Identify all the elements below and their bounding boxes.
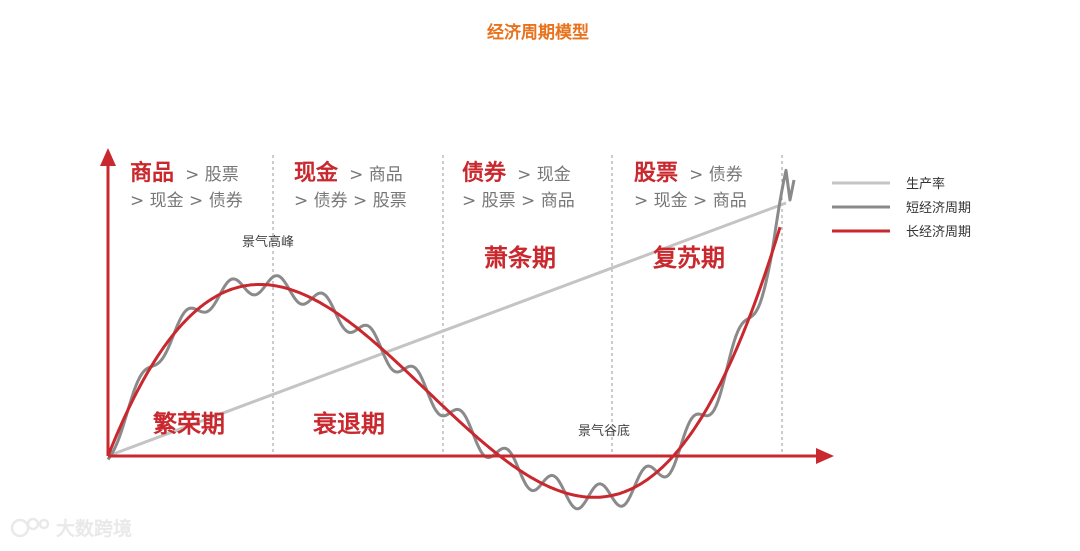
legend: 生产率 短经济周期 长经济周期 bbox=[832, 176, 971, 240]
logo-icon bbox=[10, 517, 50, 538]
short-cycle-line bbox=[106, 168, 796, 511]
phase-name: 繁荣期 bbox=[153, 410, 225, 438]
watermark-text: 大数跨境 bbox=[56, 517, 132, 540]
svg-text:现金 > 商品: 现金 > 商品 bbox=[294, 160, 403, 186]
phase-sub-order: > 股票 > 商品 bbox=[462, 191, 575, 211]
phase-recovery: 股票 > 债券 > 现金 > 商品 复苏期 bbox=[634, 161, 747, 272]
phase-name: 萧条期 bbox=[484, 244, 556, 272]
productivity-line bbox=[107, 201, 787, 458]
phase-top-rest: > 债券 bbox=[689, 165, 743, 185]
phase-top-asset: 现金 bbox=[294, 160, 339, 186]
phase-prosperity: 商品 > 股票 > 现金 > 债券 繁荣期 bbox=[130, 160, 243, 438]
phase-top-rest: > 股票 bbox=[185, 165, 239, 185]
trough-label: 景气谷底 bbox=[578, 423, 630, 439]
phase-sub-order: > 债券 > 股票 bbox=[294, 191, 407, 211]
svg-text:商品 > 股票: 商品 > 股票 bbox=[130, 160, 239, 186]
legend-item-short-cycle: 短经济周期 bbox=[832, 201, 971, 216]
peak-label: 景气高峰 bbox=[242, 234, 294, 250]
legend-label: 短经济周期 bbox=[906, 201, 971, 216]
legend-label: 长经济周期 bbox=[906, 225, 971, 240]
axes bbox=[100, 148, 834, 464]
phase-top-asset: 商品 bbox=[130, 160, 174, 186]
phase-top-rest: > 商品 bbox=[349, 165, 403, 185]
phase-sub-order: > 现金 > 商品 bbox=[634, 191, 747, 211]
legend-label: 生产率 bbox=[906, 176, 945, 192]
legend-item-long-cycle: 长经济周期 bbox=[832, 225, 971, 240]
svg-text:股票 > 债券: 股票 > 债券 bbox=[634, 161, 743, 186]
phase-top-asset: 债券 bbox=[462, 160, 507, 186]
watermark: 大数跨境 bbox=[10, 517, 132, 540]
long-cycle-line bbox=[106, 226, 782, 499]
phase-sub-order: > 现金 > 债券 bbox=[130, 191, 243, 211]
legend-item-productivity: 生产率 bbox=[832, 176, 945, 192]
phase-top-rest: > 现金 bbox=[517, 165, 571, 185]
svg-text:债券 > 现金: 债券 > 现金 bbox=[462, 160, 571, 186]
phase-depression: 债券 > 现金 > 股票 > 商品 萧条期 bbox=[462, 160, 575, 272]
diagram-title: 经济周期模型 bbox=[487, 22, 589, 43]
x-axis-arrow-icon bbox=[816, 448, 834, 464]
phase-name: 复苏期 bbox=[652, 244, 725, 272]
phase-top-asset: 股票 bbox=[634, 161, 678, 186]
y-axis-arrow-icon bbox=[100, 148, 116, 166]
phase-recession: 现金 > 商品 > 债券 > 股票 衰退期 bbox=[294, 160, 407, 438]
phase-name: 衰退期 bbox=[312, 410, 385, 438]
